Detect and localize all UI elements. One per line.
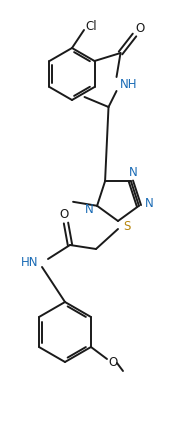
Text: O: O bbox=[108, 355, 118, 368]
Text: N: N bbox=[129, 166, 137, 179]
Text: O: O bbox=[135, 21, 144, 34]
Text: N: N bbox=[145, 197, 153, 210]
Text: S: S bbox=[123, 219, 131, 232]
Text: N: N bbox=[85, 203, 94, 216]
Text: NH: NH bbox=[120, 79, 137, 92]
Text: O: O bbox=[59, 207, 69, 220]
Text: HN: HN bbox=[21, 257, 38, 270]
Text: Cl: Cl bbox=[85, 20, 97, 33]
